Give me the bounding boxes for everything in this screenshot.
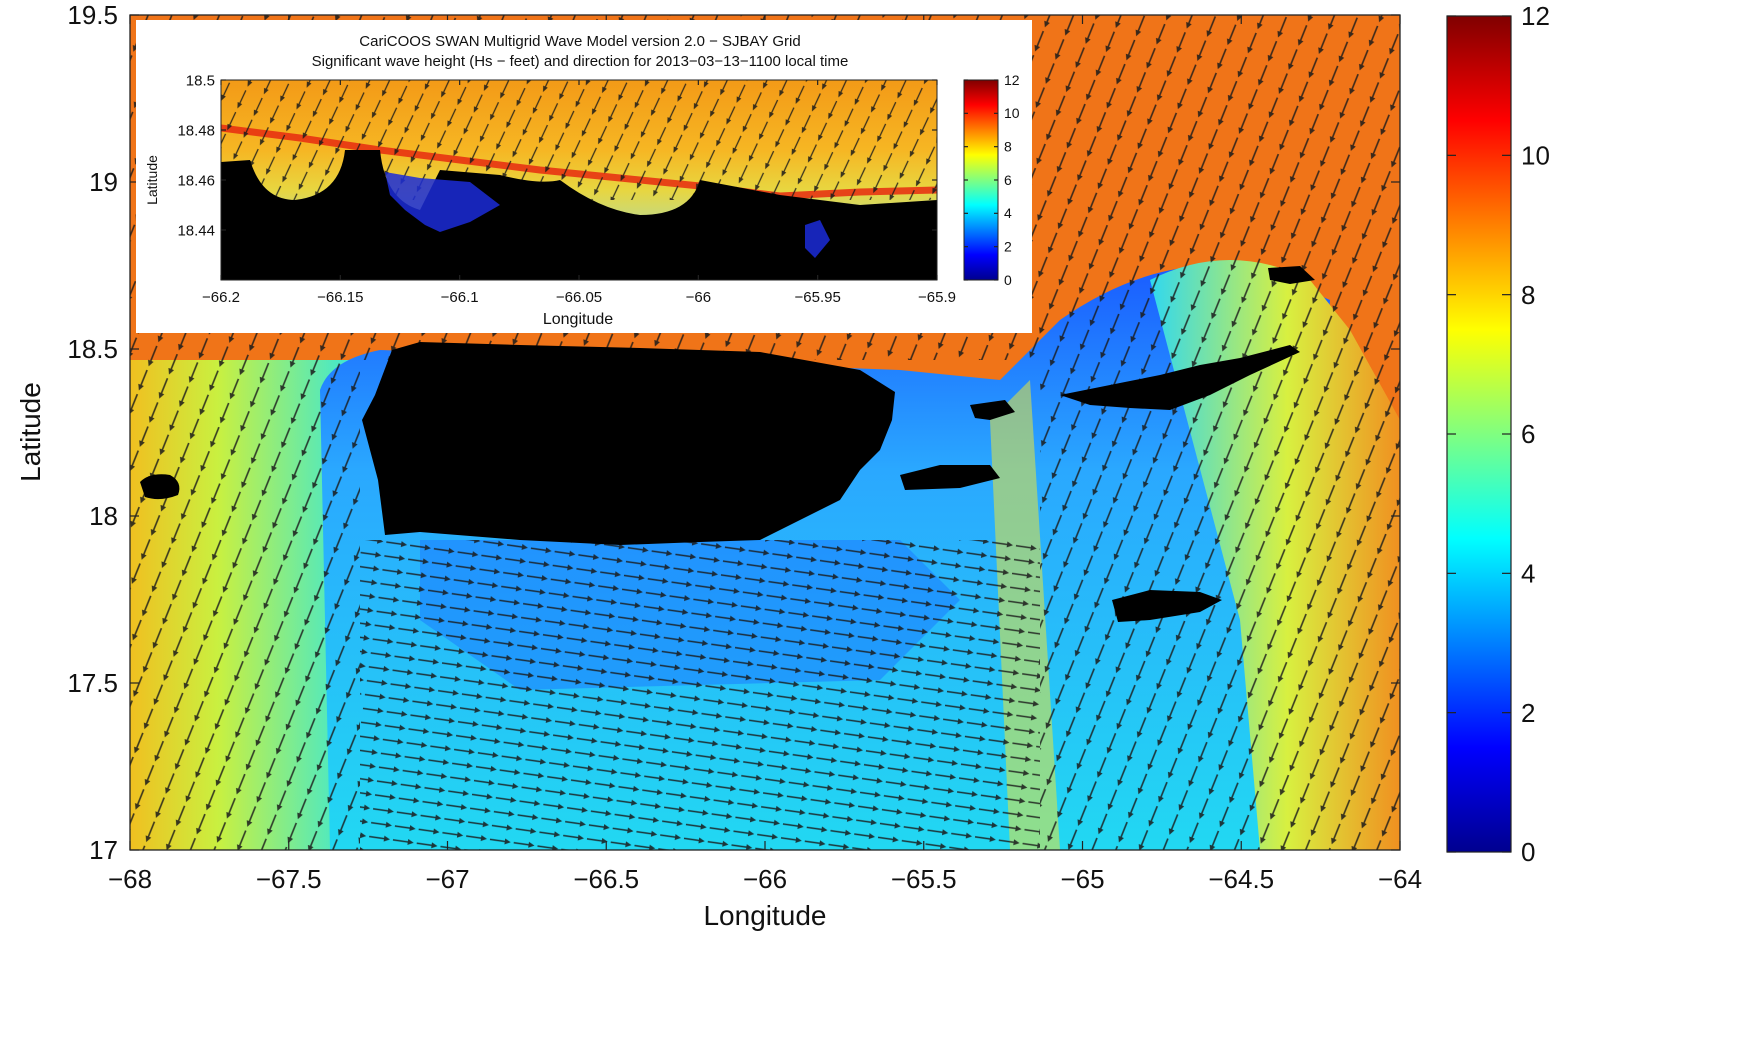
inset-colorbar-tick-label: 6: [1004, 172, 1012, 188]
inset1-y-tick-label: 18.5: [186, 72, 215, 89]
main-x-axis-label: Longitude: [703, 900, 826, 931]
main0-y-tick-label: 19.5: [67, 0, 118, 30]
main0-x-tick-label: −65: [1060, 864, 1104, 894]
inset-x-ticks: −66.2 −66.15 −66.1 −66.05 −66 −65.95 −65.9: [202, 80, 956, 306]
inset1-x-tick-label: −66.15: [317, 289, 363, 306]
inset1-x-tick-label: −66.2: [202, 289, 240, 306]
inset-colorbar-ticks: 0 2 4 6 8 10 12: [964, 72, 1020, 288]
inset-lagoon: [805, 220, 830, 258]
inset1-x-tick-label: −66: [686, 289, 711, 306]
main-x-ticks: −68 −67.5 −67 −66.5 −66 −65.5 −65 −64.5 −64: [108, 15, 1422, 894]
main0-x-tick-label: −64.5: [1208, 864, 1274, 894]
main0-y-tick-label: 17.5: [67, 668, 118, 698]
land-vieques: [900, 465, 1000, 490]
main-colorbar-tick-label: 6: [1521, 419, 1535, 449]
land-mona: [140, 474, 180, 500]
inset1-y-tick-label: 18.44: [177, 222, 215, 239]
main-colorbar-gradient: [1446, 15, 1512, 853]
main0-y-tick-label: 17: [89, 835, 118, 865]
main0-x-tick-label: −64: [1378, 864, 1422, 894]
inset-colorbar-gradient: [963, 79, 999, 281]
main-y-axis-label: Latitude: [15, 382, 46, 482]
inset-subtitle: Significant wave height (Hs − feet) and …: [312, 53, 849, 70]
main-colorbar: 0 2 4 6 8 10 12: [1446, 1, 1550, 867]
main-colorbar-tick-label: 0: [1521, 837, 1535, 867]
main0-x-tick-label: −65.5: [891, 864, 957, 894]
inset-colorbar-tick-label: 4: [1004, 205, 1012, 221]
inset-bay-shallows: [385, 172, 500, 232]
inset-x-axis-label: Longitude: [543, 311, 613, 328]
main0-y-tick-label: 18: [89, 501, 118, 531]
main-colorbar-tick-label: 12: [1521, 1, 1550, 31]
main-y-ticks: 17 17.5 18 18.5 19 19.5: [67, 0, 1400, 865]
main0-y-tick-label: 19: [89, 167, 118, 197]
inset1-x-tick-label: −66.05: [556, 289, 602, 306]
land-st-croix: [1112, 590, 1222, 622]
inset1-x-tick-label: −65.9: [918, 289, 956, 306]
inset-colorbar-tick-label: 8: [1004, 139, 1012, 155]
inset-title: CariCOOS SWAN Multigrid Wave Model versi…: [359, 33, 800, 50]
inset-colorbar-tick-label: 12: [1004, 72, 1020, 88]
main0-x-tick-label: −67.5: [256, 864, 322, 894]
inset-map-plot: [221, 80, 937, 280]
main-colorbar-tick-label: 4: [1521, 558, 1535, 588]
main0-x-tick-label: −66: [743, 864, 787, 894]
inset-wave-arrows: [221, 80, 937, 200]
main-colorbar-tick-label: 2: [1521, 698, 1535, 728]
inset-colorbar-tick-label: 2: [1004, 239, 1012, 255]
main-colorbar-tick-label: 8: [1521, 280, 1535, 310]
inset-colorbar-tick-label: 10: [1004, 105, 1020, 121]
land-anegada: [1268, 266, 1315, 284]
inset-land: [221, 150, 937, 280]
inset-colorbar: 0 2 4 6 8 10 12: [963, 72, 1020, 288]
main0-x-tick-label: −66.5: [573, 864, 639, 894]
wave-direction-arrows-south: [360, 540, 1040, 850]
inset-colorbar-tick-label: 0: [1004, 272, 1012, 288]
main0-y-tick-label: 18.5: [67, 334, 118, 364]
land-virgin-islands: [1060, 345, 1300, 410]
land-culebra: [970, 400, 1015, 420]
inset-y-ticks: 18.44 18.46 18.48 18.5: [177, 72, 937, 239]
main-colorbar-ticks: 0 2 4 6 8 10 12: [1447, 1, 1550, 867]
main0-x-tick-label: −67: [425, 864, 469, 894]
main-colorbar-tick-label: 10: [1521, 140, 1550, 170]
wave-direction-arrows-east: [1040, 360, 1400, 850]
main0-x-tick-label: −68: [108, 864, 152, 894]
inset-y-axis-label: Latitude: [144, 155, 160, 205]
inset1-x-tick-label: −65.95: [795, 289, 841, 306]
inset1-y-tick-label: 18.46: [177, 172, 215, 189]
inset-panel: CariCOOS SWAN Multigrid Wave Model versi…: [136, 20, 1032, 333]
inset1-x-tick-label: −66.1: [441, 289, 479, 306]
land-puerto-rico: [362, 342, 895, 545]
inset1-y-tick-label: 18.48: [177, 122, 215, 139]
wave-direction-arrows-west: [130, 360, 360, 850]
